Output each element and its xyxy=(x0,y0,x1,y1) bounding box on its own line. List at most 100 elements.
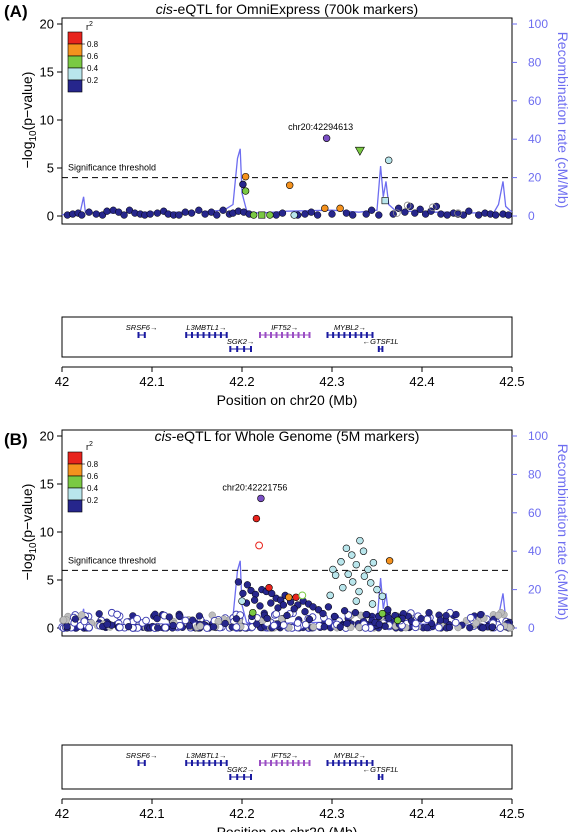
snp-point xyxy=(328,210,336,218)
snp-point xyxy=(305,615,314,624)
snp-point-highlight xyxy=(250,211,258,219)
snp-point xyxy=(153,615,161,623)
snp-point-highlight xyxy=(378,592,387,601)
gene-label: SRSF6→ xyxy=(126,323,158,332)
snp-point xyxy=(385,614,393,622)
gene-exon xyxy=(185,332,188,338)
snp-point xyxy=(437,210,445,218)
gene-exon xyxy=(214,332,217,338)
snp-point xyxy=(256,602,264,610)
y-right-tick-label: 40 xyxy=(528,544,542,558)
snp-point xyxy=(283,611,291,620)
snp-point-imputed xyxy=(279,621,288,629)
gene-exon xyxy=(292,760,294,766)
snp-point-highlight xyxy=(385,557,394,565)
snp-point-grey xyxy=(472,619,480,627)
snp-point xyxy=(319,609,327,618)
snp-point-highlight xyxy=(360,572,369,580)
snp-point-highlight xyxy=(258,211,266,219)
legend-swatch xyxy=(67,67,83,81)
gene-exon xyxy=(303,760,305,766)
snp-point xyxy=(465,207,473,215)
legend-swatch xyxy=(67,487,83,501)
snp-point xyxy=(154,624,162,632)
snp-point xyxy=(250,596,259,604)
gene-exon xyxy=(354,760,357,766)
gene-exon xyxy=(250,346,252,352)
snp-point-highlight xyxy=(339,583,347,592)
gene-label: L3MBTL1→ xyxy=(186,323,226,332)
plot-frame xyxy=(61,17,513,225)
snp-point xyxy=(416,205,424,213)
snp-point xyxy=(343,619,351,628)
snp-point-imputed xyxy=(392,209,401,217)
y-tick-label: 20 xyxy=(40,17,54,32)
gene-exon xyxy=(264,332,267,338)
ylabel-part: −log xyxy=(19,554,35,581)
snp-point xyxy=(336,623,344,631)
gene-exon xyxy=(270,760,272,766)
snp-point-imputed xyxy=(293,619,302,627)
snp-point-highlight xyxy=(249,608,257,617)
gene-exon xyxy=(275,760,278,766)
snp-point-imputed xyxy=(423,615,432,624)
snp-point-imputed xyxy=(324,618,333,626)
x-tick-label: 42 xyxy=(55,806,69,821)
snp-point-highlight xyxy=(285,593,293,601)
gene-exon xyxy=(360,332,363,338)
y-right-tick-label: 80 xyxy=(528,467,542,481)
snp-point xyxy=(219,206,227,214)
snp-point-highlight xyxy=(290,211,298,219)
gene-exon xyxy=(281,760,283,766)
x-tick-label: 42.4 xyxy=(409,806,434,821)
snp-point-imputed xyxy=(115,623,124,632)
snp-point-highlight xyxy=(265,583,273,592)
gene-exon xyxy=(190,760,193,766)
snp-point xyxy=(307,208,315,216)
snp-point xyxy=(243,581,252,589)
snp-point-grey xyxy=(355,623,363,631)
panel-b: (B) cis-eQTL for Whole Genome (5M markers… xyxy=(4,428,568,832)
snp-point-imputed xyxy=(203,624,211,632)
snp-point xyxy=(234,578,243,586)
snp-point-highlight xyxy=(238,597,246,605)
snp-point-imputed xyxy=(361,624,370,632)
snp-point-highlight xyxy=(381,197,389,205)
snp-point-highlight xyxy=(364,565,372,574)
snp-point xyxy=(187,209,196,217)
snp-point xyxy=(92,210,100,218)
snp-point-grey xyxy=(494,611,503,619)
gene-exon xyxy=(229,774,232,780)
snp-point xyxy=(384,606,392,614)
gene-exon xyxy=(286,760,289,766)
gene-exon xyxy=(308,760,311,766)
snp-point-highlight xyxy=(252,514,261,523)
x-tick-label: 42 xyxy=(55,374,69,389)
gene-exon xyxy=(137,332,140,338)
gene-exon xyxy=(196,332,199,338)
gene-exon xyxy=(343,332,346,338)
x-tick-label: 42.4 xyxy=(409,374,434,389)
snp-point xyxy=(263,614,271,623)
gene-exon xyxy=(332,332,335,338)
x-tick-label: 42.3 xyxy=(319,806,344,821)
gene-exon xyxy=(196,760,199,766)
snp-point-highlight xyxy=(354,146,365,156)
gene-exon xyxy=(337,760,340,766)
legend-swatch xyxy=(67,463,83,477)
snp-point-imputed xyxy=(301,620,310,629)
y-tick-label: 15 xyxy=(40,65,54,80)
snp-point xyxy=(417,614,425,623)
gene-exon xyxy=(286,332,289,338)
gene-exon xyxy=(308,332,311,338)
gene-exon xyxy=(297,760,300,766)
snp-point xyxy=(232,615,241,623)
snp-point-highlight xyxy=(266,211,274,219)
snp-point xyxy=(342,209,351,217)
plot-frame xyxy=(61,429,513,637)
ylabel-sub: 10 xyxy=(28,130,39,142)
y-right-tick-label: 60 xyxy=(528,506,542,520)
gene-exon xyxy=(354,332,357,338)
snp-point xyxy=(452,610,460,619)
